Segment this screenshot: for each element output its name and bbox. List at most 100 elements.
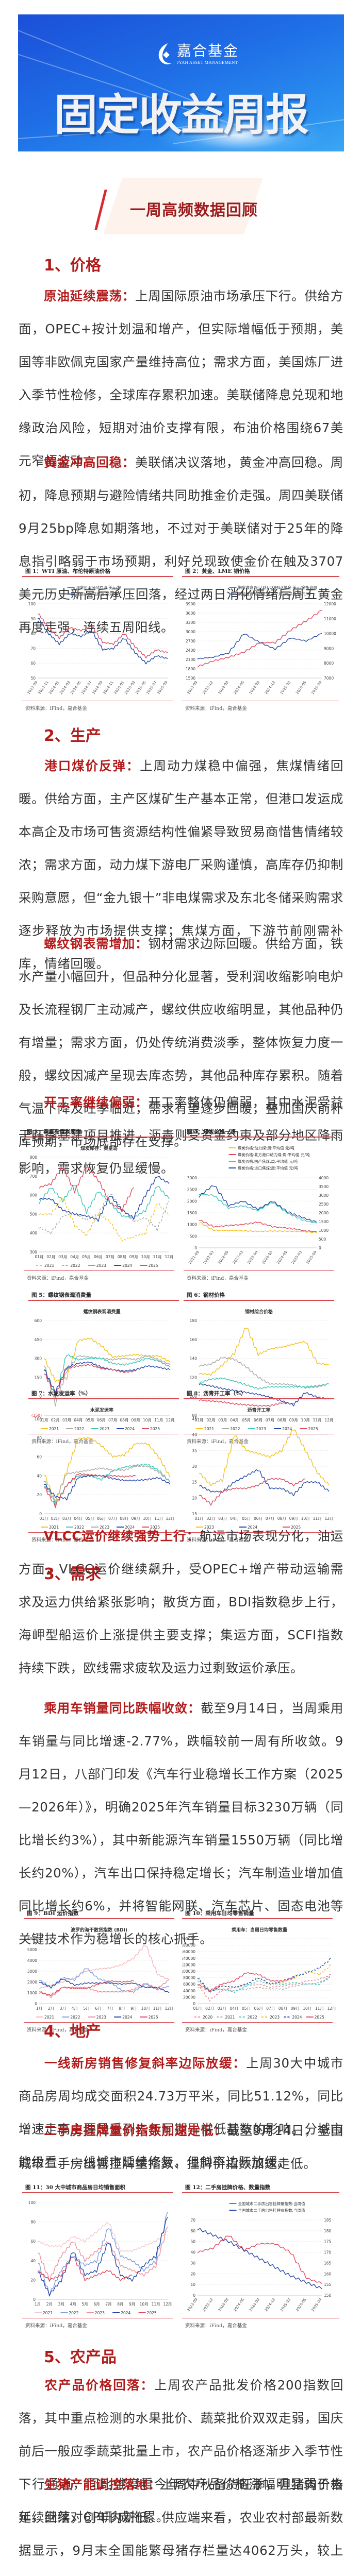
svg-text:2025-06: 2025-06 xyxy=(295,2297,307,2312)
paragraph-gold: 黄金冲高回稳：美联储决议落地，黄金冲高回稳。周初，降息预期与避险情绪共同助推金价… xyxy=(19,446,343,644)
svg-text:04月: 04月 xyxy=(229,2006,238,2011)
svg-text:60000: 60000 xyxy=(183,1982,195,1987)
svg-text:100: 100 xyxy=(28,602,36,606)
chart-fig11: 0 20 40 60 80 100 1月 2月 3月 4月 5月 6月 7月 8月 9月 10月 11月 12月 2… xyxy=(28,2200,172,2315)
svg-text:200000: 200000 xyxy=(182,1937,195,1941)
svg-text:1000: 1000 xyxy=(319,1228,329,1233)
svg-text:现货价:WTI原油 美元/桶: 现货价:WTI原油 美元/桶 xyxy=(76,591,119,597)
paragraph-keyword: 二手房挂牌量价指数加速走低： xyxy=(44,2123,227,2138)
svg-text:02月: 02月 xyxy=(51,1418,60,1422)
svg-text:09月: 09月 xyxy=(291,2006,300,2011)
section-heading-title: 一周高频数据回顾 xyxy=(130,201,258,219)
figure-source: 资料来源：iFind，嘉合基金 xyxy=(27,2027,89,2033)
figure-source: 资料来源：iFind，嘉合基金 xyxy=(31,1537,93,1543)
svg-text:40000: 40000 xyxy=(183,1988,195,1993)
paragraph-vlcc: VLCC运价继续强势上行：航运市场表现分化，油运方面，VLCC运价继续飙升，受O… xyxy=(19,1520,343,1685)
svg-text:155: 155 xyxy=(324,2282,332,2287)
svg-text:400: 400 xyxy=(30,1231,38,1235)
svg-text:2025: 2025 xyxy=(149,1263,158,1268)
svg-text:07月: 07月 xyxy=(106,1255,114,1259)
figure-rule-top xyxy=(22,576,173,577)
svg-text:2025: 2025 xyxy=(308,1427,318,1431)
svg-text:2023: 2023 xyxy=(100,1427,109,1431)
svg-text:160000: 160000 xyxy=(182,1950,195,1954)
svg-text:15: 15 xyxy=(192,1512,197,1516)
svg-text:2024-03: 2024-03 xyxy=(218,680,229,695)
svg-text:5月: 5月 xyxy=(83,2006,89,2011)
svg-text:10月: 10月 xyxy=(143,1418,152,1422)
svg-text:2024: 2024 xyxy=(248,1525,257,1530)
svg-text:30: 30 xyxy=(190,2261,195,2265)
svg-text:100: 100 xyxy=(28,2200,36,2205)
figure-source: 资料来源：iFind，嘉合基金 xyxy=(25,706,87,711)
svg-text:2023: 2023 xyxy=(96,1263,106,1268)
paragraph-text: 上周动力煤稳中偏强，焦煤情绪回暖。供给方面，主产区煤矿生产基本正常，但港口发运成… xyxy=(19,758,343,971)
svg-text:100000: 100000 xyxy=(182,1969,195,1974)
svg-text:2023-12: 2023-12 xyxy=(202,2297,214,2312)
figure-rule-top xyxy=(28,1300,179,1301)
paragraph-keyword: 一线新房销售修复斜率边际放缓： xyxy=(44,2056,247,2071)
svg-text:185: 185 xyxy=(324,2218,332,2223)
svg-text:2025-03: 2025-03 xyxy=(291,1250,303,1265)
paragraph-text: 钢材需求边际回暖。供给方面，铁水产量小幅回升，但品种分化显著，受利润收缩影响电炉… xyxy=(19,936,343,1149)
figure-caption: 图 2：黄金、LME 铜价格 xyxy=(185,568,250,574)
figure-caption: 图 1：WTI 原油、布伦特原油价格 xyxy=(25,568,111,574)
figure-rule-bottom xyxy=(28,1433,179,1434)
svg-text:3000: 3000 xyxy=(186,630,195,634)
brand-name-cn: 嘉合基金 xyxy=(177,42,239,59)
subsection-title-agriculture: 5、农产品 xyxy=(44,2348,117,2366)
figure-source: 资料来源：iFind，嘉合基金 xyxy=(185,2323,247,2329)
svg-text:05月: 05月 xyxy=(86,1418,94,1422)
paragraph-crude-oil: 原油延续震荡：上周国际原油市场承压下行。供给方面，OPEC+按计划温和增产，但实… xyxy=(19,280,343,478)
svg-text:波罗的海干散货指数 (BDI): 波罗的海干散货指数 (BDI) xyxy=(71,1927,127,1933)
svg-text:2024-06: 2024-06 xyxy=(233,680,245,695)
paragraph-keyword: 生猪产能调控落地： xyxy=(44,2477,161,2492)
svg-text:30: 30 xyxy=(192,1464,197,1469)
svg-text:1800: 1800 xyxy=(186,667,195,671)
figure-rule-top xyxy=(184,1300,334,1301)
svg-text:01月: 01月 xyxy=(39,1516,48,1521)
svg-text:11月: 11月 xyxy=(154,1516,163,1521)
svg-text:500: 500 xyxy=(319,1237,326,1242)
svg-text:(150): (150) xyxy=(31,1413,42,1418)
svg-text:10月: 10月 xyxy=(140,2302,149,2307)
figure-11: 图 11：30 大中城市商品房日均销售面积 0 20 40 60 80 100 1月 2月 3月… xyxy=(22,2183,173,2329)
figure-rule-top xyxy=(28,1398,179,1399)
logo-icon xyxy=(158,43,172,64)
svg-text:乘用车：当周日均零售数量: 乘用车：当周日均零售数量 xyxy=(231,1927,287,1933)
figure-8: 图 8：沥青开工率（%） 沥青开工率 15 20 25 30 35 40 45 01月 02月 03… xyxy=(184,1389,334,1543)
paragraph-second-hand-homes: 二手房挂牌量价指数加速走低：截至9月14日，全国城市二手房出售挂牌量指数、挂牌价… xyxy=(19,2114,343,2180)
svg-text:07月: 07月 xyxy=(108,1516,117,1521)
svg-text:02月: 02月 xyxy=(46,1255,55,1259)
figure-rule-top xyxy=(24,1137,174,1138)
svg-text:20: 20 xyxy=(192,1496,197,1500)
paragraph-text: 截至9月14日，全国城市二手房出售挂牌量指数、挂牌价指数加速走低。 xyxy=(19,2123,343,2171)
brand-name-en: JYAH ASSET MANAGEMENT xyxy=(177,60,238,65)
svg-text:2023: 2023 xyxy=(256,1427,266,1431)
svg-text:03月: 03月 xyxy=(58,1255,67,1259)
paragraph-rebar: 螺纹钢表需增加：钢材需求边际回暖。供给方面，铁水产量小幅回升，但品种分化显著，受… xyxy=(19,927,343,1158)
svg-text:02月: 02月 xyxy=(51,1516,60,1521)
svg-text:2024: 2024 xyxy=(125,1427,135,1431)
svg-text:2000: 2000 xyxy=(187,1199,197,1204)
svg-text:01月: 01月 xyxy=(39,1418,48,1422)
svg-text:9月: 9月 xyxy=(129,2302,135,2307)
svg-text:期货收盘价(活跃):COMEX黄金 美元/金衡盎司: 期货收盘价(活跃):COMEX黄金 美元/金衡盎司 xyxy=(238,585,317,590)
figure-rule-top xyxy=(24,1918,174,1919)
figure-caption: 图 4：煤炭价格一览 xyxy=(187,1129,236,1135)
figure-caption: 图 7：水泥发运率（%） xyxy=(31,1391,91,1397)
svg-text:2022: 2022 xyxy=(74,1427,84,1431)
svg-text:0: 0 xyxy=(194,1246,197,1250)
svg-text:08月: 08月 xyxy=(120,1516,128,1521)
svg-text:300: 300 xyxy=(30,1250,38,1255)
svg-text:80: 80 xyxy=(30,2219,36,2224)
paragraph-hogs: 生猪产能调控落地：上周中秋备货旺季，但猪肉价格延续回落，创年内新低。供应端来看，… xyxy=(19,2468,343,2576)
svg-text:08月: 08月 xyxy=(118,1255,126,1259)
svg-text:2025-03: 2025-03 xyxy=(280,680,291,695)
svg-text:165: 165 xyxy=(324,2261,332,2265)
svg-text:2月: 2月 xyxy=(48,2006,54,2011)
svg-text:煤炭价格:国产焦煤:周:平均值 元/吨: 煤炭价格:国产焦煤:周:平均值 元/吨 xyxy=(238,1159,299,1164)
svg-text:80000: 80000 xyxy=(183,1975,195,1980)
svg-text:04月: 04月 xyxy=(70,1255,79,1259)
